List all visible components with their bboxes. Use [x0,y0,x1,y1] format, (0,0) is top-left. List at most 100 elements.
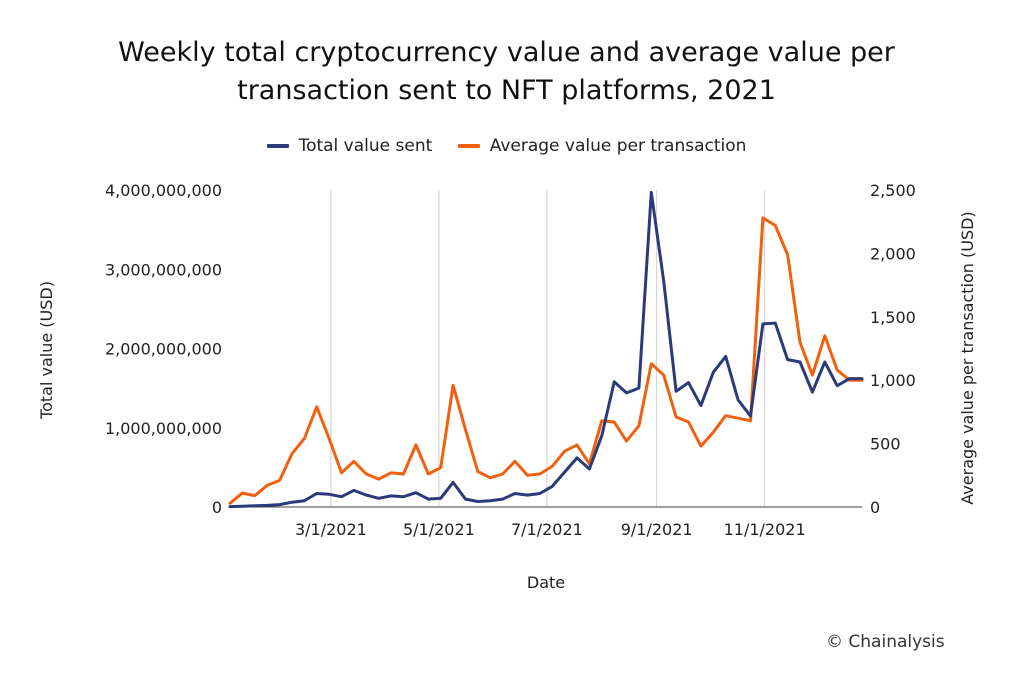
data-point-average-value [513,460,517,463]
data-point-total-value [563,470,566,474]
x-tick-label: 9/1/2021 [621,520,693,539]
data-point-average-value [811,373,814,377]
data-point-average-value [563,450,566,453]
data-point-total-value [674,390,678,393]
data-point-average-value [575,443,579,447]
data-point-average-value [637,424,641,427]
data-point-total-value [315,492,318,495]
data-point-total-value [538,492,541,495]
x-axis-title: Date [527,573,565,592]
x-tick-label: 3/1/2021 [295,520,367,539]
data-point-average-value [526,474,529,477]
data-point-average-value [712,431,715,434]
data-point-total-value [241,505,244,508]
data-point-average-value [699,444,703,448]
y-tick-label-left: 4,000,000,000 [105,181,222,200]
data-point-average-value [823,334,826,337]
series-line-total-value [228,190,864,509]
y-tick-label-right: 2,500 [870,181,916,200]
data-point-average-value [278,479,281,482]
data-point-average-value [650,362,653,365]
data-point-average-value [253,494,256,497]
data-point-average-value [402,472,405,476]
y-tick-label-left: 0 [212,498,222,517]
y-tick-label-right: 1,500 [870,308,916,327]
data-point-average-value [786,253,789,256]
data-point-total-value [736,398,740,402]
data-point-total-value [389,494,393,498]
data-point-total-value [823,360,826,364]
legend-swatch-total-value [266,144,289,148]
x-tick-label: 11/1/2021 [724,520,806,539]
data-point-average-value [662,373,665,377]
legend-label-total-value: Total value sent [298,136,433,156]
data-point-total-value [266,504,269,507]
data-point-average-value [489,476,492,479]
data-point-total-value [327,493,331,496]
y-tick-label-right: 2,000 [870,244,916,263]
y-axis-title-left: Total value (USD) [37,281,56,420]
y-tick-label-left: 1,000,000,000 [105,419,222,438]
data-point-average-value [377,477,380,481]
data-point-total-value [253,504,256,507]
data-point-average-value [625,439,628,443]
data-point-average-value [464,428,467,431]
data-point-total-value [712,371,715,374]
data-point-average-value [340,471,343,474]
data-point-total-value [811,390,814,394]
legend-swatch-average-value [457,144,480,148]
chart-legend: Total value sent Average value per trans… [0,136,1013,156]
data-point-total-value [588,467,591,471]
data-point-total-value [303,499,306,502]
data-point-total-value [377,497,380,500]
data-point-total-value [427,497,430,501]
data-point-total-value [551,485,554,488]
data-point-total-value [340,495,343,498]
data-point-average-value [798,341,802,344]
y-tick-label-left: 2,000,000,000 [105,340,222,359]
legend-item-total-value: Total value sent [266,136,433,156]
data-point-average-value [241,491,244,495]
data-point-total-value [650,191,653,194]
data-point-total-value [600,434,603,437]
data-point-total-value [451,481,455,484]
data-point-average-value [538,472,541,476]
data-point-total-value [513,492,517,495]
data-point-total-value [352,489,356,492]
chart-title-line-2: transaction sent to NFT platforms, 2021 [237,75,776,106]
data-point-total-value [749,414,752,418]
legend-label-average-value: Average value per transaction [489,136,747,156]
data-point-average-value [687,420,690,424]
data-point-average-value [352,460,356,463]
data-point-average-value [414,443,418,447]
data-point-total-value [365,493,368,497]
data-point-total-value [625,391,628,395]
data-point-total-value [228,505,232,508]
data-point-total-value [613,380,616,383]
data-point-total-value [637,386,641,390]
data-point-total-value [786,358,789,361]
data-point-total-value [414,491,418,494]
chart-title: Weekly total cryptocurrency value and av… [0,34,1013,110]
data-point-average-value [761,216,765,220]
data-point-total-value [761,322,765,326]
legend-item-average-value: Average value per transaction [457,136,747,156]
data-point-average-value [600,419,603,422]
data-point-total-value [464,497,467,501]
data-point-average-value [736,417,740,420]
data-point-average-value [389,471,393,474]
data-point-average-value [315,405,318,408]
data-point-total-value [476,500,479,503]
data-point-average-value [327,437,331,440]
data-point-total-value [836,384,839,387]
data-point-total-value [662,279,665,283]
data-point-average-value [674,415,678,419]
data-point-average-value [228,502,232,505]
data-point-total-value [489,499,492,502]
y-axis-title-right: Average value per transaction (USD) [958,211,977,504]
data-point-total-value [439,497,442,500]
data-point-total-value [526,493,529,497]
copyright-notice: © Chainalysis [826,632,945,652]
data-point-total-value [798,360,802,364]
